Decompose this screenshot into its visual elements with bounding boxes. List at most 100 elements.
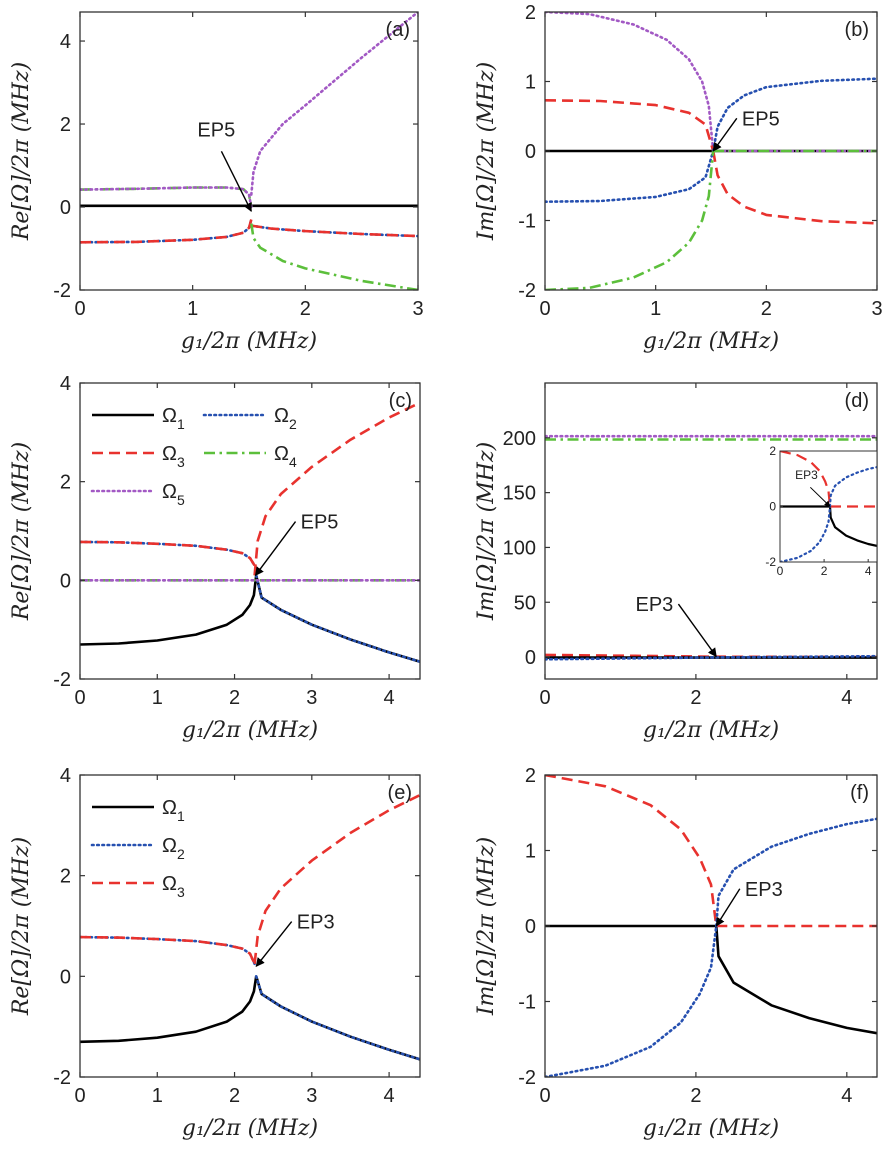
y-axis-label: Im[Ω]/2π (MHz) bbox=[474, 62, 499, 241]
x-axis-label: g₁/2π (MHz) bbox=[643, 1116, 779, 1141]
x-axis-label: g₁/2π (MHz) bbox=[182, 1116, 318, 1141]
legend-symbol: Ω bbox=[162, 873, 177, 895]
series-line-line-4 bbox=[251, 224, 418, 238]
y-tick-label: 2 bbox=[60, 114, 71, 136]
ep-arrow bbox=[220, 151, 252, 212]
y-tick-label: 0 bbox=[60, 570, 71, 592]
legend-symbol: Ω bbox=[162, 443, 177, 465]
series-line-line-4 bbox=[545, 99, 715, 152]
y-tick-label: -1 bbox=[518, 211, 536, 233]
series-line-line-8 bbox=[545, 150, 715, 290]
x-axis-label: g₁/2π (MHz) bbox=[643, 718, 779, 743]
x-tick-label: 2 bbox=[690, 1085, 701, 1107]
x-tick-label: 0 bbox=[74, 687, 85, 709]
series-line-line-8 bbox=[250, 12, 418, 196]
x-tick-label: 3 bbox=[306, 687, 317, 709]
y-axis-label: Im[Ω]/2π (MHz) bbox=[474, 837, 499, 1016]
plot-area bbox=[80, 775, 420, 1077]
y-tick-label: 2 bbox=[60, 866, 71, 888]
series-line-line-5 bbox=[711, 150, 877, 225]
x-tick-label: 3 bbox=[412, 298, 423, 320]
series-line-line-5 bbox=[714, 817, 877, 928]
x-tick-label: 4 bbox=[841, 1085, 852, 1107]
y-tick-label: -2 bbox=[53, 280, 71, 302]
inset-x-tick-label: 4 bbox=[865, 564, 872, 578]
legend-symbol: Ω bbox=[274, 405, 289, 427]
legend-entry: Ω1 bbox=[162, 405, 185, 432]
y-tick-label: 0 bbox=[525, 647, 536, 669]
y-tick-label: -1 bbox=[518, 992, 536, 1014]
y-tick-label: 0 bbox=[525, 916, 536, 938]
legend-subscript: 3 bbox=[177, 884, 185, 900]
ep-label: EP3 bbox=[297, 912, 335, 934]
inset-y-tick-label: 2 bbox=[769, 444, 776, 458]
legend-subscript: 1 bbox=[177, 416, 185, 432]
inset-series-line-line-2 bbox=[780, 451, 832, 507]
y-tick-label: 4 bbox=[60, 373, 71, 395]
series-line-line-6 bbox=[545, 149, 715, 203]
series-line-line-4 bbox=[545, 924, 718, 1077]
x-tick-label: 1 bbox=[187, 298, 198, 320]
x-tick-label: 1 bbox=[152, 687, 163, 709]
legend-entry: Ω1 bbox=[162, 797, 185, 824]
inset-series-line-line-5 bbox=[828, 466, 877, 508]
panel-label: (e) bbox=[388, 782, 412, 804]
y-tick-label: 0 bbox=[60, 197, 71, 219]
x-tick-label: 4 bbox=[841, 687, 852, 709]
inset-x-tick-label: 0 bbox=[777, 564, 784, 578]
x-axis-label: g₁/2π (MHz) bbox=[182, 718, 318, 743]
series-line-line-3 bbox=[254, 974, 420, 1061]
inset-ep-arrow bbox=[809, 486, 831, 507]
y-tick-label: -2 bbox=[518, 1067, 536, 1089]
y-axis-label: Re[Ω]/2π (MHz) bbox=[9, 442, 34, 621]
y-tick-label: 0 bbox=[60, 966, 71, 988]
series-line-line-0 bbox=[80, 976, 258, 1044]
series-line-line-0 bbox=[80, 575, 258, 646]
series-line-line-5 bbox=[253, 401, 420, 576]
series-line-line-1 bbox=[715, 925, 877, 1035]
y-tick-label: -2 bbox=[53, 1067, 71, 1089]
panel-label: (f) bbox=[850, 782, 869, 804]
legend-subscript: 5 bbox=[177, 492, 185, 508]
series-group bbox=[545, 434, 877, 661]
y-tick-label: 1 bbox=[525, 841, 536, 863]
series-group bbox=[80, 12, 418, 290]
y-tick-label: 200 bbox=[503, 428, 536, 450]
series-group bbox=[80, 793, 420, 1061]
ep-label: EP5 bbox=[197, 119, 235, 141]
x-tick-label: 2 bbox=[229, 687, 240, 709]
ep-arrow bbox=[677, 603, 717, 658]
inset-x-tick-label: 2 bbox=[821, 564, 828, 578]
x-tick-label: 3 bbox=[871, 298, 882, 320]
panel-label: (a) bbox=[386, 19, 410, 41]
y-tick-label: 50 bbox=[514, 592, 536, 614]
inset-y-tick-label: 0 bbox=[769, 500, 776, 514]
x-tick-label: 0 bbox=[74, 1085, 85, 1107]
y-tick-label: -2 bbox=[53, 669, 71, 691]
inset-series-group bbox=[780, 451, 877, 562]
panel-label: (c) bbox=[389, 390, 412, 412]
legend-entry: Ω2 bbox=[162, 835, 185, 862]
x-tick-label: 2 bbox=[229, 1085, 240, 1107]
ep-label: EP3 bbox=[745, 879, 783, 901]
y-tick-label: 0 bbox=[525, 141, 536, 163]
y-tick-label: 4 bbox=[60, 765, 71, 787]
series-line-line-4 bbox=[545, 654, 877, 661]
ep-label: EP5 bbox=[742, 108, 780, 130]
legend-symbol: Ω bbox=[162, 797, 177, 819]
panel-b: 0 1 2 3 -2 -1 0 1 2 g₁/2π (MHz) Im[Ω]/2π (MHz) (b) E… bbox=[474, 2, 883, 354]
series-line-line-3 bbox=[254, 574, 420, 664]
legend-entry: Ω3 bbox=[162, 443, 185, 470]
inset-y-tick-label: -2 bbox=[765, 555, 776, 569]
x-tick-label: 0 bbox=[539, 1085, 550, 1107]
x-tick-label: 2 bbox=[300, 298, 311, 320]
legend-subscript: 4 bbox=[289, 454, 297, 470]
panel-label: (d) bbox=[845, 390, 869, 412]
x-tick-label: 2 bbox=[761, 298, 772, 320]
y-tick-label: 1 bbox=[525, 72, 536, 94]
plot-area bbox=[80, 383, 420, 679]
series-line-line-7 bbox=[80, 186, 253, 209]
ep-arrow bbox=[254, 521, 297, 577]
